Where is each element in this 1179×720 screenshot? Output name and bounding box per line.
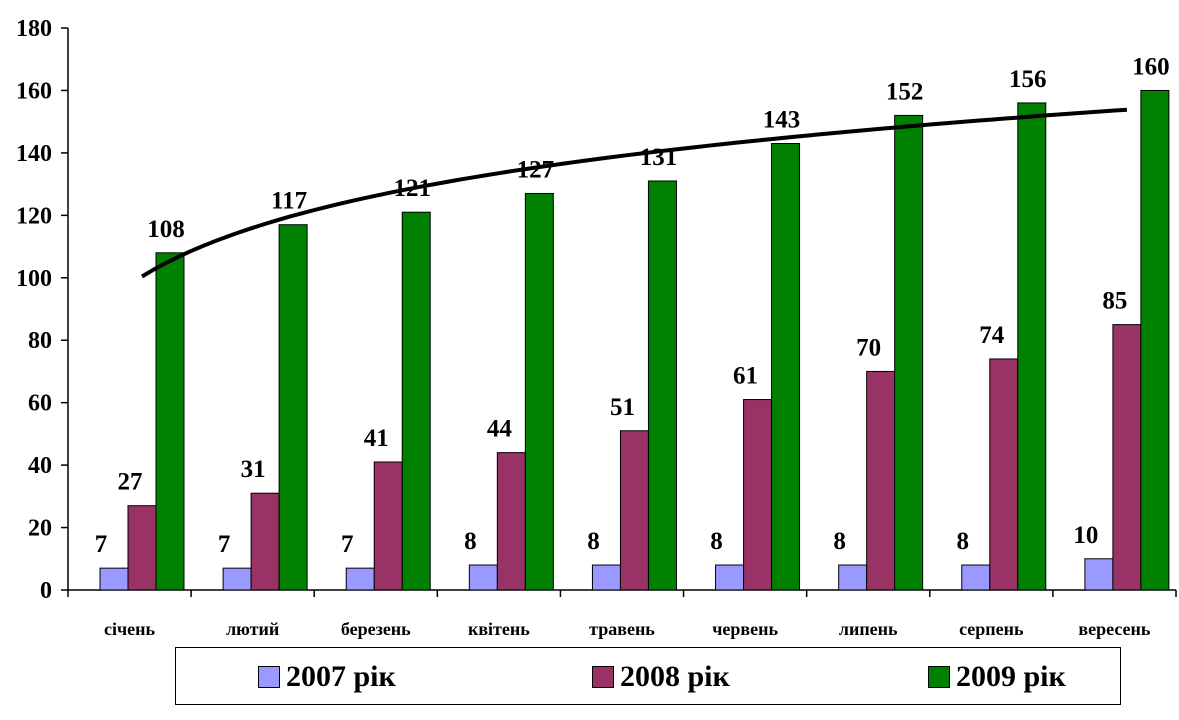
x-tick-label: червень <box>712 619 778 639</box>
data-label: 143 <box>763 107 801 134</box>
legend-label-2009: 2009 рік <box>956 660 1066 693</box>
trendline-path <box>140 107 1128 279</box>
legend-item-2007: 2007 рік <box>258 648 396 706</box>
bar <box>619 430 649 591</box>
bar <box>155 252 185 591</box>
x-tick-label: квітень <box>468 619 530 639</box>
x-tick-label: липень <box>839 619 898 639</box>
data-label: 121 <box>393 175 431 202</box>
data-label: 7 <box>341 531 354 558</box>
data-label: 152 <box>886 78 924 105</box>
data-label: 41 <box>364 425 389 452</box>
data-label: 108 <box>147 216 185 243</box>
bar <box>373 461 403 591</box>
data-label: 8 <box>464 528 477 555</box>
y-tick-label: 120 <box>16 203 52 229</box>
data-label: 31 <box>241 456 266 483</box>
x-tick-label: січень <box>104 619 156 639</box>
legend-swatch-2007 <box>258 666 280 688</box>
bar <box>1112 324 1142 591</box>
data-label: 70 <box>856 334 881 361</box>
bar <box>591 564 621 591</box>
y-tick-label: 0 <box>40 578 52 604</box>
bar <box>1084 558 1114 591</box>
bar <box>866 370 896 591</box>
bar <box>715 564 745 591</box>
bar <box>524 192 554 591</box>
bar <box>99 567 129 591</box>
data-label: 117 <box>271 188 307 215</box>
data-label: 44 <box>487 416 513 443</box>
data-label: 51 <box>610 394 635 421</box>
bar <box>345 567 375 591</box>
data-label: 61 <box>733 363 758 390</box>
bar <box>250 492 280 591</box>
data-label: 74 <box>979 322 1005 349</box>
bar <box>1140 89 1170 591</box>
y-tick-label: 40 <box>28 453 52 479</box>
data-label: 127 <box>517 156 555 183</box>
data-label: 8 <box>587 528 600 555</box>
data-label: 7 <box>95 531 108 558</box>
bar <box>771 143 801 591</box>
data-label: 131 <box>640 144 678 171</box>
trendline <box>140 107 1128 279</box>
data-label: 7 <box>218 531 231 558</box>
bar <box>401 211 431 591</box>
legend-swatch-2008 <box>592 666 614 688</box>
legend-swatch-2009 <box>928 666 950 688</box>
bar <box>222 567 252 591</box>
y-tick-label: 180 <box>16 16 52 42</box>
data-label: 85 <box>1102 288 1127 315</box>
data-label: 8 <box>710 528 723 555</box>
legend-item-2008: 2008 рік <box>592 648 730 706</box>
legend-item-2009: 2009 рік <box>928 648 1066 706</box>
y-tick-label: 80 <box>28 328 52 354</box>
bar <box>127 505 157 591</box>
x-tick-label: лютий <box>226 619 279 639</box>
legend-label-2008: 2008 рік <box>620 660 730 693</box>
y-tick-label: 60 <box>28 391 52 417</box>
bar <box>496 452 526 591</box>
x-tick-label: серпень <box>959 619 1024 639</box>
data-labels: 7 7 7 8 8 8 8 8 10 27 31 41 44 51 61 70 74 85 108 117 121 127… <box>95 53 1170 558</box>
data-label: 10 <box>1073 522 1098 549</box>
bar <box>894 114 924 591</box>
legend-label-2007: 2007 рік <box>286 660 396 693</box>
bar <box>961 564 991 591</box>
legend: 2007 рік 2008 рік 2009 рік <box>175 647 1121 705</box>
data-label: 156 <box>1009 66 1047 93</box>
bar <box>743 399 773 591</box>
y-tick-label: 160 <box>16 78 52 104</box>
y-tick-label: 100 <box>16 266 52 292</box>
bar <box>989 358 1019 591</box>
bar <box>838 564 868 591</box>
x-tick-label: вересень <box>1078 619 1150 639</box>
data-label: 8 <box>833 528 846 555</box>
bars <box>99 89 1170 591</box>
bar <box>468 564 498 591</box>
bar <box>1017 102 1047 591</box>
data-label: 160 <box>1132 53 1170 80</box>
x-tick-label: травень <box>589 619 655 639</box>
data-label: 27 <box>118 469 143 496</box>
data-label: 8 <box>957 528 970 555</box>
bar <box>647 180 677 591</box>
bar <box>278 224 308 591</box>
x-tick-label: березень <box>341 619 411 639</box>
y-tick-label: 140 <box>16 141 52 167</box>
axes: 0 20 40 60 80 100 120 140 160 180 січень лютий берез… <box>16 16 1177 639</box>
y-tick-label: 20 <box>28 516 52 542</box>
